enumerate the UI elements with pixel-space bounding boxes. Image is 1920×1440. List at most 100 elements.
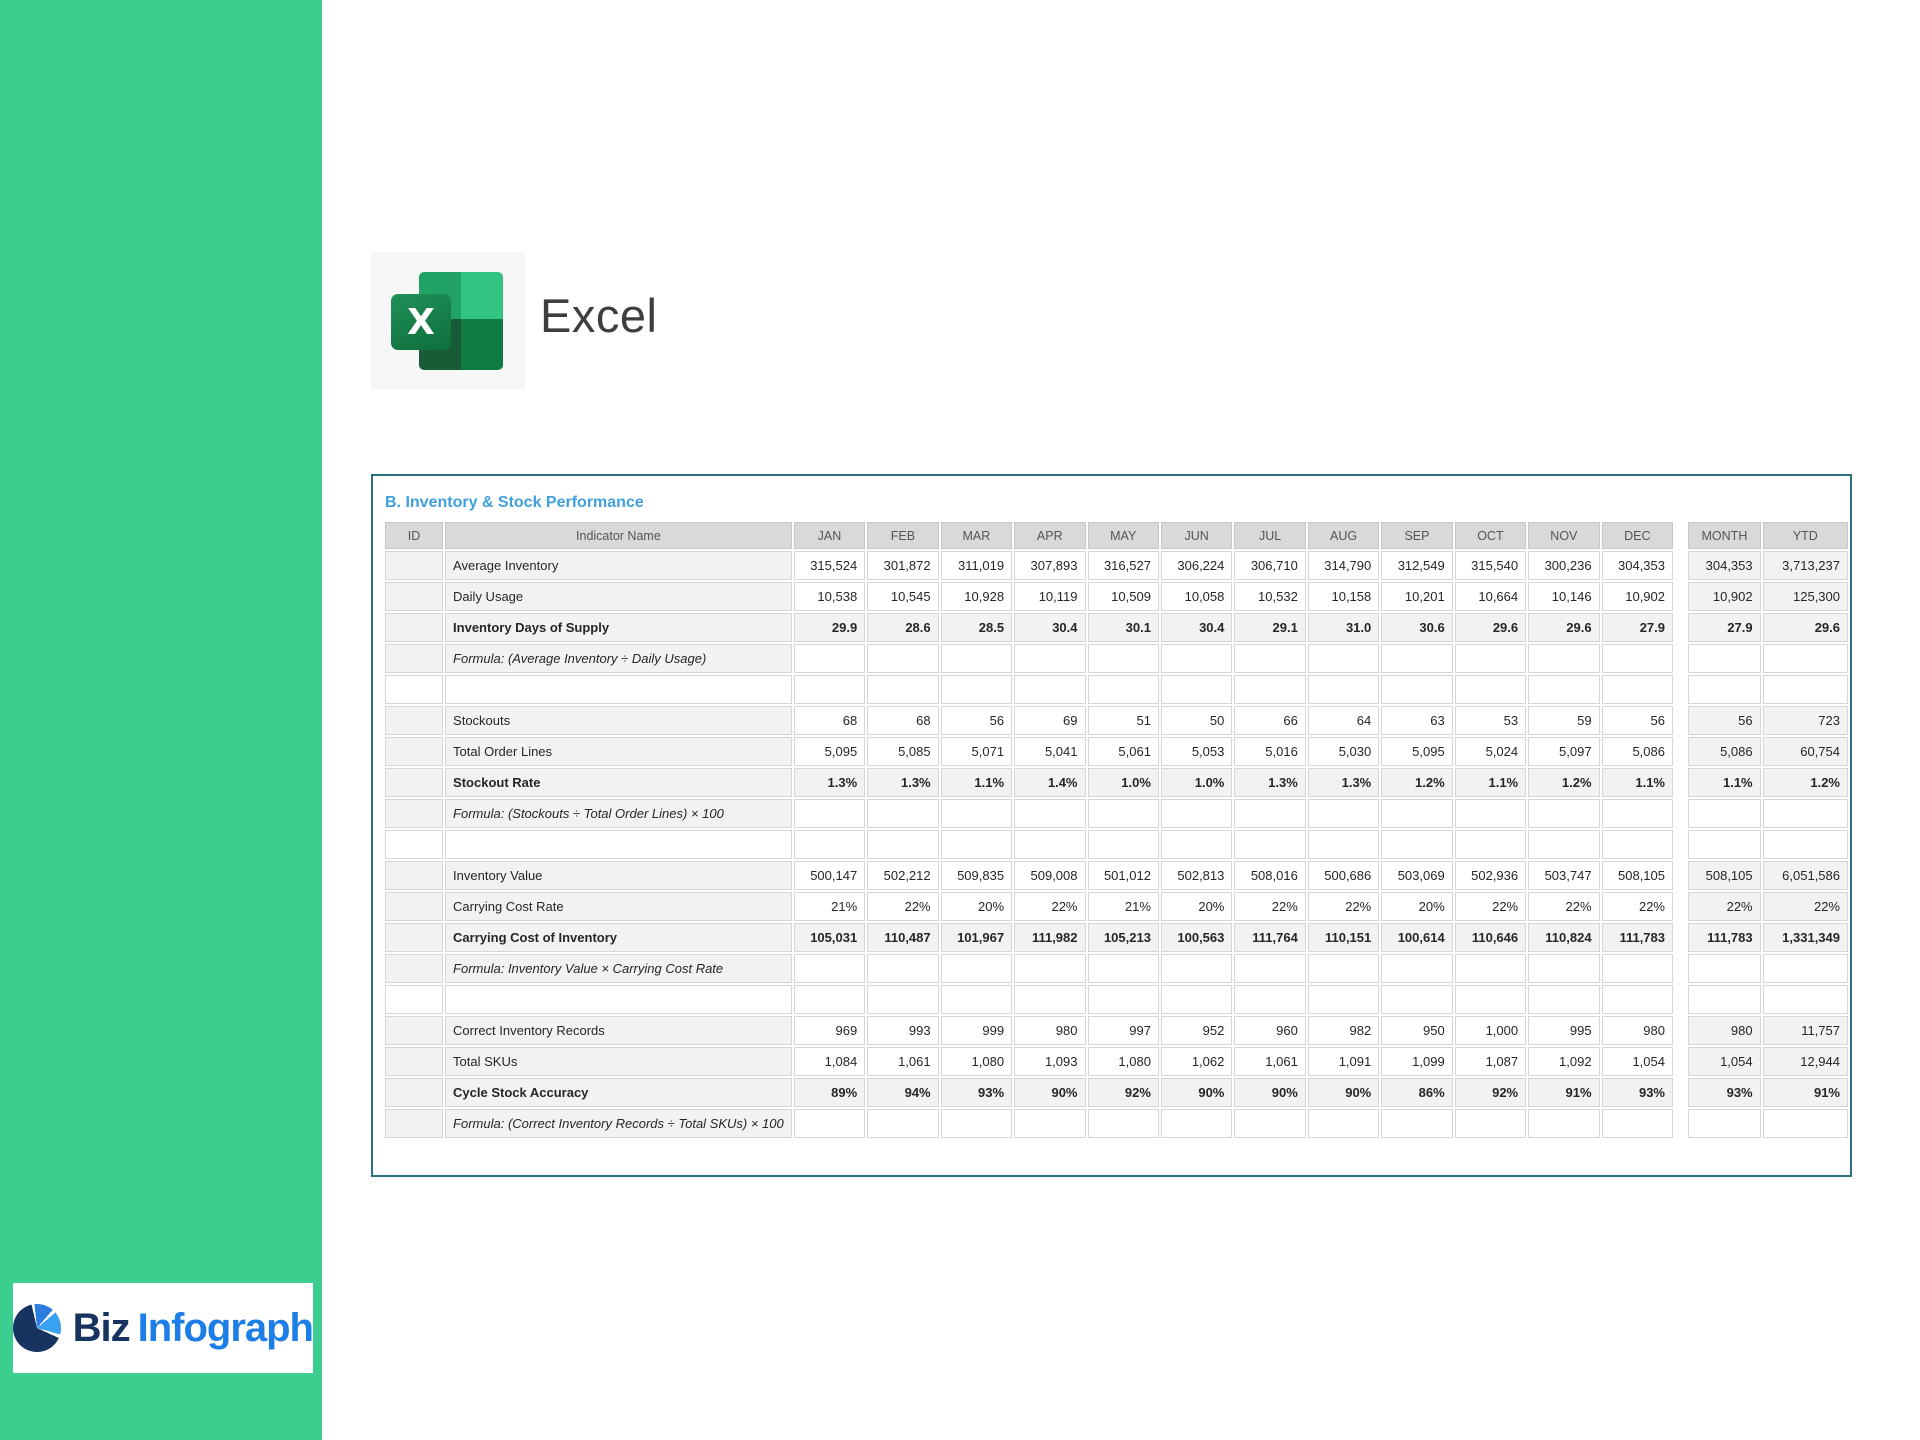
col-header-apr[interactable]: APR (1014, 522, 1086, 549)
id-cell[interactable] (385, 923, 444, 952)
value-cell[interactable]: 950 (1381, 1016, 1453, 1045)
value-cell[interactable]: 5,041 (1014, 737, 1086, 766)
value-cell[interactable]: 5,030 (1307, 737, 1380, 766)
col-header-jan[interactable]: JAN (793, 522, 866, 549)
row-label[interactable]: Formula: (Correct Inventory Records ÷ To… (445, 1109, 792, 1138)
value-cell[interactable]: 307,893 (1014, 551, 1086, 580)
value-cell[interactable] (793, 1109, 866, 1138)
value-cell[interactable]: 21% (793, 892, 866, 921)
value-cell[interactable]: 5,095 (1381, 737, 1453, 766)
value-cell[interactable]: 92% (1454, 1078, 1527, 1107)
value-cell[interactable]: 301,872 (867, 551, 939, 580)
month-cell[interactable]: 1,054 (1688, 1047, 1761, 1076)
value-cell[interactable]: 21% (1087, 892, 1159, 921)
value-cell[interactable] (940, 985, 1013, 1014)
month-cell[interactable] (1688, 1109, 1761, 1138)
ytd-cell[interactable]: 12,944 (1762, 1047, 1848, 1076)
value-cell[interactable] (867, 799, 939, 828)
value-cell[interactable]: 10,545 (867, 582, 939, 611)
value-cell[interactable]: 500,147 (793, 861, 866, 890)
value-cell[interactable]: 1,099 (1381, 1047, 1453, 1076)
value-cell[interactable] (1601, 644, 1673, 673)
ytd-cell[interactable]: 6,051,586 (1762, 861, 1848, 890)
value-cell[interactable]: 10,201 (1381, 582, 1453, 611)
value-cell[interactable]: 5,086 (1601, 737, 1673, 766)
ytd-cell[interactable] (1762, 675, 1848, 704)
ytd-cell[interactable] (1762, 799, 1848, 828)
ytd-cell[interactable]: 1,331,349 (1762, 923, 1848, 952)
ytd-cell[interactable] (1762, 830, 1848, 859)
id-cell[interactable] (385, 613, 444, 642)
value-cell[interactable]: 980 (1014, 1016, 1086, 1045)
value-cell[interactable]: 999 (940, 1016, 1013, 1045)
value-cell[interactable]: 111,764 (1234, 923, 1306, 952)
month-cell[interactable]: 304,353 (1688, 551, 1761, 580)
value-cell[interactable] (940, 675, 1013, 704)
month-cell[interactable]: 5,086 (1688, 737, 1761, 766)
value-cell[interactable]: 503,069 (1381, 861, 1453, 890)
value-cell[interactable]: 68 (793, 706, 866, 735)
value-cell[interactable]: 1.1% (1454, 768, 1527, 797)
value-cell[interactable]: 5,095 (793, 737, 866, 766)
value-cell[interactable] (1014, 799, 1086, 828)
value-cell[interactable] (1528, 1109, 1600, 1138)
value-cell[interactable]: 110,824 (1528, 923, 1600, 952)
row-label[interactable]: Total Order Lines (445, 737, 792, 766)
value-cell[interactable] (1601, 985, 1673, 1014)
month-cell[interactable]: 980 (1688, 1016, 1761, 1045)
value-cell[interactable] (940, 954, 1013, 983)
row-label[interactable]: Correct Inventory Records (445, 1016, 792, 1045)
id-cell[interactable] (385, 551, 444, 580)
id-cell[interactable] (385, 830, 444, 859)
value-cell[interactable] (1014, 675, 1086, 704)
col-header-mar[interactable]: MAR (940, 522, 1013, 549)
value-cell[interactable]: 28.6 (867, 613, 939, 642)
month-cell[interactable] (1688, 830, 1761, 859)
value-cell[interactable] (940, 644, 1013, 673)
value-cell[interactable]: 56 (1601, 706, 1673, 735)
value-cell[interactable]: 1.3% (793, 768, 866, 797)
value-cell[interactable]: 509,835 (940, 861, 1013, 890)
value-cell[interactable] (867, 644, 939, 673)
row-label[interactable]: Daily Usage (445, 582, 792, 611)
ytd-cell[interactable]: 29.6 (1762, 613, 1848, 642)
month-cell[interactable] (1688, 675, 1761, 704)
value-cell[interactable]: 10,664 (1454, 582, 1527, 611)
row-label[interactable] (445, 675, 792, 704)
value-cell[interactable]: 1,092 (1528, 1047, 1600, 1076)
col-header-month[interactable]: MONTH (1688, 522, 1761, 549)
value-cell[interactable]: 63 (1381, 706, 1453, 735)
id-cell[interactable] (385, 799, 444, 828)
value-cell[interactable] (1234, 799, 1306, 828)
value-cell[interactable]: 10,119 (1014, 582, 1086, 611)
col-header-aug[interactable]: AUG (1307, 522, 1380, 549)
value-cell[interactable]: 1.4% (1014, 768, 1086, 797)
value-cell[interactable]: 22% (1528, 892, 1600, 921)
value-cell[interactable] (793, 985, 866, 1014)
value-cell[interactable] (1234, 954, 1306, 983)
row-label[interactable]: Average Inventory (445, 551, 792, 580)
value-cell[interactable] (1087, 644, 1159, 673)
value-cell[interactable] (1601, 799, 1673, 828)
value-cell[interactable]: 22% (1601, 892, 1673, 921)
value-cell[interactable]: 306,710 (1234, 551, 1306, 580)
row-label[interactable]: Carrying Cost of Inventory (445, 923, 792, 952)
value-cell[interactable]: 1,061 (867, 1047, 939, 1076)
value-cell[interactable] (1014, 830, 1086, 859)
month-cell[interactable]: 93% (1688, 1078, 1761, 1107)
value-cell[interactable]: 10,509 (1087, 582, 1159, 611)
month-cell[interactable] (1688, 799, 1761, 828)
row-label[interactable]: Carrying Cost Rate (445, 892, 792, 921)
ytd-cell[interactable] (1762, 985, 1848, 1014)
ytd-cell[interactable]: 60,754 (1762, 737, 1848, 766)
value-cell[interactable]: 10,146 (1528, 582, 1600, 611)
value-cell[interactable] (1381, 830, 1453, 859)
value-cell[interactable]: 10,058 (1160, 582, 1233, 611)
value-cell[interactable]: 1,080 (940, 1047, 1013, 1076)
col-header-ytd[interactable]: YTD (1762, 522, 1848, 549)
id-cell[interactable] (385, 1047, 444, 1076)
value-cell[interactable]: 960 (1234, 1016, 1306, 1045)
value-cell[interactable]: 501,012 (1087, 861, 1159, 890)
value-cell[interactable] (940, 830, 1013, 859)
value-cell[interactable] (1307, 954, 1380, 983)
